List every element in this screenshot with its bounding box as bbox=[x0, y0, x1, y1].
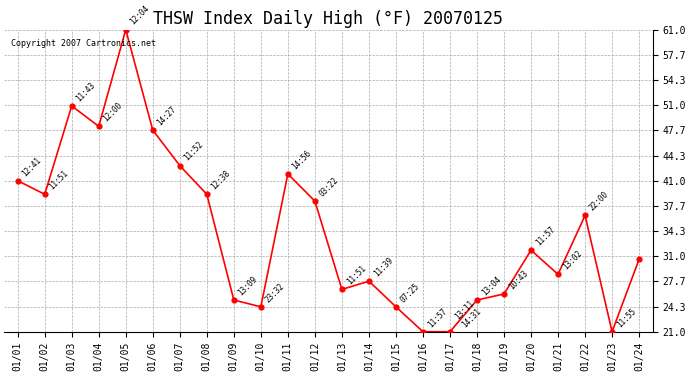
Text: 13:09: 13:09 bbox=[237, 274, 259, 297]
Point bbox=[39, 191, 50, 197]
Text: 12:38: 12:38 bbox=[210, 169, 233, 192]
Point bbox=[633, 256, 644, 262]
Text: 12:04: 12:04 bbox=[128, 4, 151, 27]
Text: 22:00: 22:00 bbox=[588, 190, 611, 213]
Point bbox=[391, 304, 402, 310]
Text: 12:00: 12:00 bbox=[101, 101, 124, 123]
Text: 23:32: 23:32 bbox=[264, 281, 286, 304]
Text: 11:57: 11:57 bbox=[426, 306, 449, 329]
Point bbox=[66, 103, 77, 109]
Point bbox=[201, 191, 213, 197]
Text: 13:11
14:31: 13:11 14:31 bbox=[453, 299, 483, 329]
Title: THSW Index Daily High (°F) 20070125: THSW Index Daily High (°F) 20070125 bbox=[153, 10, 504, 28]
Text: 11:55: 11:55 bbox=[615, 306, 638, 329]
Text: 07:25: 07:25 bbox=[399, 281, 422, 304]
Point bbox=[471, 297, 482, 303]
Point bbox=[309, 198, 320, 204]
Point bbox=[255, 304, 266, 310]
Point bbox=[444, 329, 455, 335]
Point bbox=[282, 171, 293, 177]
Point bbox=[147, 127, 158, 133]
Text: 14:27: 14:27 bbox=[155, 105, 178, 128]
Text: 12:41: 12:41 bbox=[21, 155, 43, 178]
Text: Copyright 2007 Cartronics.net: Copyright 2007 Cartronics.net bbox=[10, 39, 156, 48]
Text: 11:51: 11:51 bbox=[48, 169, 70, 192]
Point bbox=[607, 329, 618, 335]
Point bbox=[93, 123, 104, 129]
Point bbox=[337, 286, 348, 292]
Text: 11:51: 11:51 bbox=[345, 264, 367, 286]
Point bbox=[228, 297, 239, 303]
Point bbox=[12, 178, 23, 184]
Text: 13:02: 13:02 bbox=[561, 249, 584, 272]
Point bbox=[580, 212, 591, 218]
Text: 11:57: 11:57 bbox=[534, 225, 557, 248]
Text: 03:22: 03:22 bbox=[317, 176, 340, 198]
Text: 11:43: 11:43 bbox=[75, 81, 97, 103]
Text: 14:56: 14:56 bbox=[290, 148, 313, 171]
Point bbox=[120, 27, 131, 33]
Point bbox=[417, 329, 428, 335]
Point bbox=[553, 272, 564, 278]
Text: 11:52: 11:52 bbox=[183, 140, 206, 163]
Point bbox=[364, 278, 375, 284]
Text: 11:39: 11:39 bbox=[372, 256, 395, 278]
Point bbox=[526, 247, 537, 253]
Point bbox=[175, 163, 186, 169]
Text: 10:43: 10:43 bbox=[506, 268, 529, 291]
Point bbox=[498, 291, 509, 297]
Text: 13:04: 13:04 bbox=[480, 274, 502, 297]
